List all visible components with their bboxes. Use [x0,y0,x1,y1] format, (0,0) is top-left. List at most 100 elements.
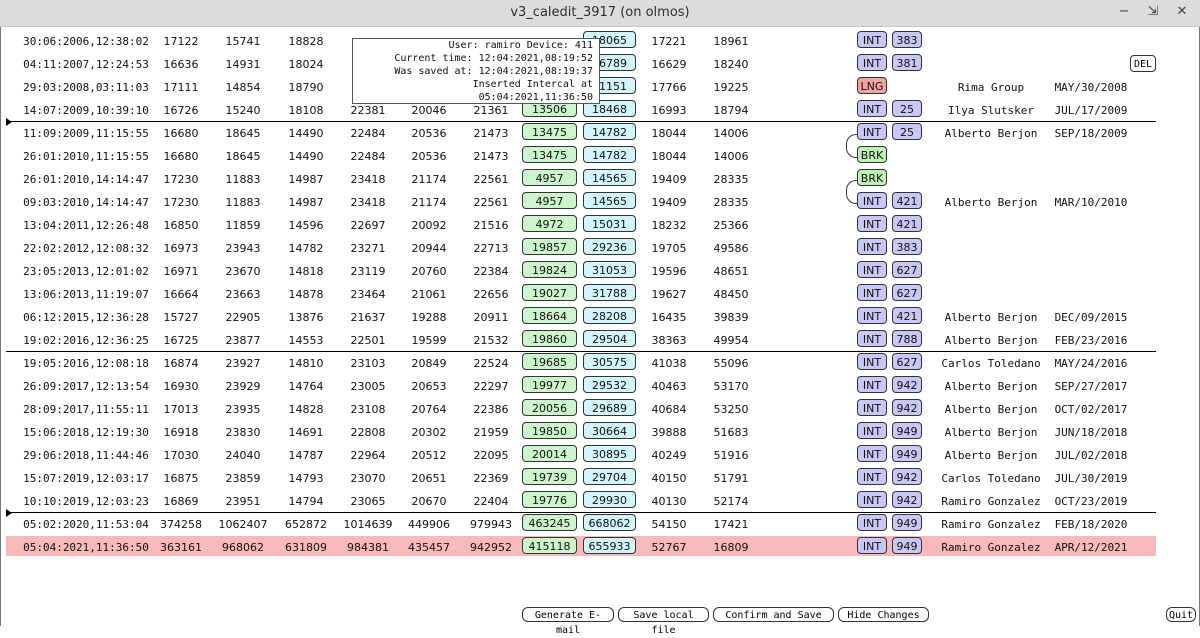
value-box-green[interactable]: 4957 [522,192,577,209]
value-box-green[interactable]: 19027 [522,284,577,301]
type-badge[interactable]: INT [857,468,887,485]
value-box-cyan[interactable]: 31053 [583,261,636,278]
table-row[interactable]: 26:01:2010,14:14:47 17230 11883 14987 23418 2… [1,168,1200,191]
value-box-green[interactable]: 19850 [522,422,577,439]
value-box-green[interactable]: 4957 [522,169,577,186]
type-badge[interactable]: INT [857,215,887,232]
table-row[interactable]: 28:09:2017,11:55:11 17013 23935 14828 23108 2… [1,398,1200,421]
device-badge[interactable]: 788 [892,330,922,347]
value-box-cyan[interactable]: 29930 [583,491,636,508]
device-badge[interactable]: 383 [892,238,922,255]
table-row[interactable]: 30:06:2006,12:38:02 17122 15741 18828 17221 1… [1,30,1200,53]
value-box-cyan[interactable]: 18468 [583,100,636,117]
device-badge[interactable]: 942 [892,376,922,393]
value-box-cyan[interactable]: 668062 [583,514,636,531]
table-row[interactable]: 15:06:2018,12:19:30 16918 23830 14691 22808 2… [1,421,1200,444]
restore-icon[interactable]: ⇲ [1147,4,1159,19]
device-badge[interactable]: 421 [892,307,922,324]
device-badge[interactable]: 381 [892,54,922,71]
device-badge[interactable]: 383 [892,31,922,48]
value-box-green[interactable]: 463245 [522,514,577,531]
value-box-cyan[interactable]: 29504 [583,330,636,347]
type-badge[interactable]: INT [857,422,887,439]
type-badge[interactable]: INT [857,514,887,531]
table-row[interactable]: 13:04:2011,12:26:48 16850 11859 14596 22697 2… [1,214,1200,237]
device-badge[interactable]: 949 [892,445,922,462]
device-badge[interactable]: 942 [892,399,922,416]
table-row[interactable]: 19:05:2016,12:08:18 16874 23927 14810 23103 2… [1,352,1200,375]
value-box-green[interactable]: 415118 [522,537,577,554]
table-row[interactable]: 23:05:2013,12:01:02 16971 23670 14818 23119 2… [1,260,1200,283]
device-badge[interactable]: 942 [892,468,922,485]
quit-button[interactable]: Quit [1166,607,1196,622]
type-badge[interactable]: INT [857,399,887,416]
device-badge[interactable]: 627 [892,284,922,301]
delete-button[interactable]: DEL [1130,55,1156,72]
type-badge[interactable]: INT [857,238,887,255]
confirm-and-save-button[interactable]: Confirm and Save [713,607,834,622]
type-badge[interactable]: INT [857,284,887,301]
hide-changes-button[interactable]: Hide Changes [838,607,929,622]
device-badge[interactable]: 949 [892,422,922,439]
generate-email-button[interactable]: Generate E-mail [522,607,614,636]
type-badge[interactable]: BRK [857,146,887,163]
value-box-green[interactable]: 4972 [522,215,577,232]
value-box-green[interactable]: 19739 [522,468,577,485]
type-badge[interactable]: INT [857,123,887,140]
type-badge[interactable]: INT [857,307,887,324]
value-box-cyan[interactable]: 15031 [583,215,636,232]
value-box-cyan[interactable]: 14782 [583,123,636,140]
type-badge[interactable]: INT [857,330,887,347]
value-box-cyan[interactable]: 29704 [583,468,636,485]
table-row[interactable]: 05:04:2021,11:36:50 363161 968062 631809 984… [1,536,1200,559]
device-badge[interactable]: 25 [892,100,922,117]
value-box-cyan[interactable]: 31788 [583,284,636,301]
value-box-green[interactable]: 19685 [522,353,577,370]
table-row[interactable]: 22:02:2012,12:08:32 16973 23943 14782 23271 2… [1,237,1200,260]
value-box-cyan[interactable]: 28208 [583,307,636,324]
value-box-cyan[interactable]: 30575 [583,353,636,370]
value-box-green[interactable]: 13475 [522,146,577,163]
value-box-cyan[interactable]: 14565 [583,169,636,186]
type-badge[interactable]: INT [857,445,887,462]
device-badge[interactable]: 25 [892,123,922,140]
type-badge[interactable]: INT [857,491,887,508]
type-badge[interactable]: BRK [857,169,887,186]
close-icon[interactable]: ✕ [1176,4,1188,19]
value-box-green[interactable]: 13475 [522,123,577,140]
value-box-green[interactable]: 19977 [522,376,577,393]
value-box-cyan[interactable]: 14565 [583,192,636,209]
type-badge[interactable]: INT [857,353,887,370]
value-box-green[interactable]: 19860 [522,330,577,347]
value-box-green[interactable]: 18664 [522,307,577,324]
table-row[interactable]: 14:07:2009,10:39:10 16726 15240 18108 22381 2… [1,99,1200,122]
type-badge[interactable]: INT [857,537,887,554]
table-row[interactable]: 04:11:2007,12:24:53 16636 14931 18024 16629 1… [1,53,1200,76]
table-row[interactable]: 10:10:2019,12:03:23 16869 23951 14794 23065 2… [1,490,1200,513]
table-row[interactable]: 11:09:2009,11:15:55 16680 18645 14490 22484 2… [1,122,1200,145]
type-badge[interactable]: INT [857,31,887,48]
table-row[interactable]: 15:07:2019,12:03:17 16875 23859 14793 23070 2… [1,467,1200,490]
value-box-green[interactable]: 19824 [522,261,577,278]
value-box-cyan[interactable]: 29689 [583,399,636,416]
table-row[interactable]: 06:12:2015,12:36:28 15727 22905 13876 21637 1… [1,306,1200,329]
value-box-green[interactable]: 19776 [522,491,577,508]
value-box-green[interactable]: 20014 [522,445,577,462]
device-badge[interactable]: 627 [892,353,922,370]
type-badge[interactable]: INT [857,54,887,71]
type-badge[interactable]: INT [857,261,887,278]
device-badge[interactable]: 627 [892,261,922,278]
value-box-cyan[interactable]: 29236 [583,238,636,255]
value-box-cyan[interactable]: 30895 [583,445,636,462]
value-box-cyan[interactable]: 30664 [583,422,636,439]
device-badge[interactable]: 421 [892,215,922,232]
minimize-icon[interactable]: − [1118,4,1130,19]
type-badge[interactable]: INT [857,192,887,209]
device-badge[interactable]: 942 [892,491,922,508]
save-local-file-button[interactable]: Save local file [618,607,709,636]
device-badge[interactable]: 949 [892,514,922,531]
table-row[interactable]: 05:02:2020,11:53:04 374258 1062407 652872 10… [1,513,1200,536]
device-badge[interactable]: 949 [892,537,922,554]
type-badge[interactable]: LNG [857,77,887,94]
device-badge[interactable]: 421 [892,192,922,209]
